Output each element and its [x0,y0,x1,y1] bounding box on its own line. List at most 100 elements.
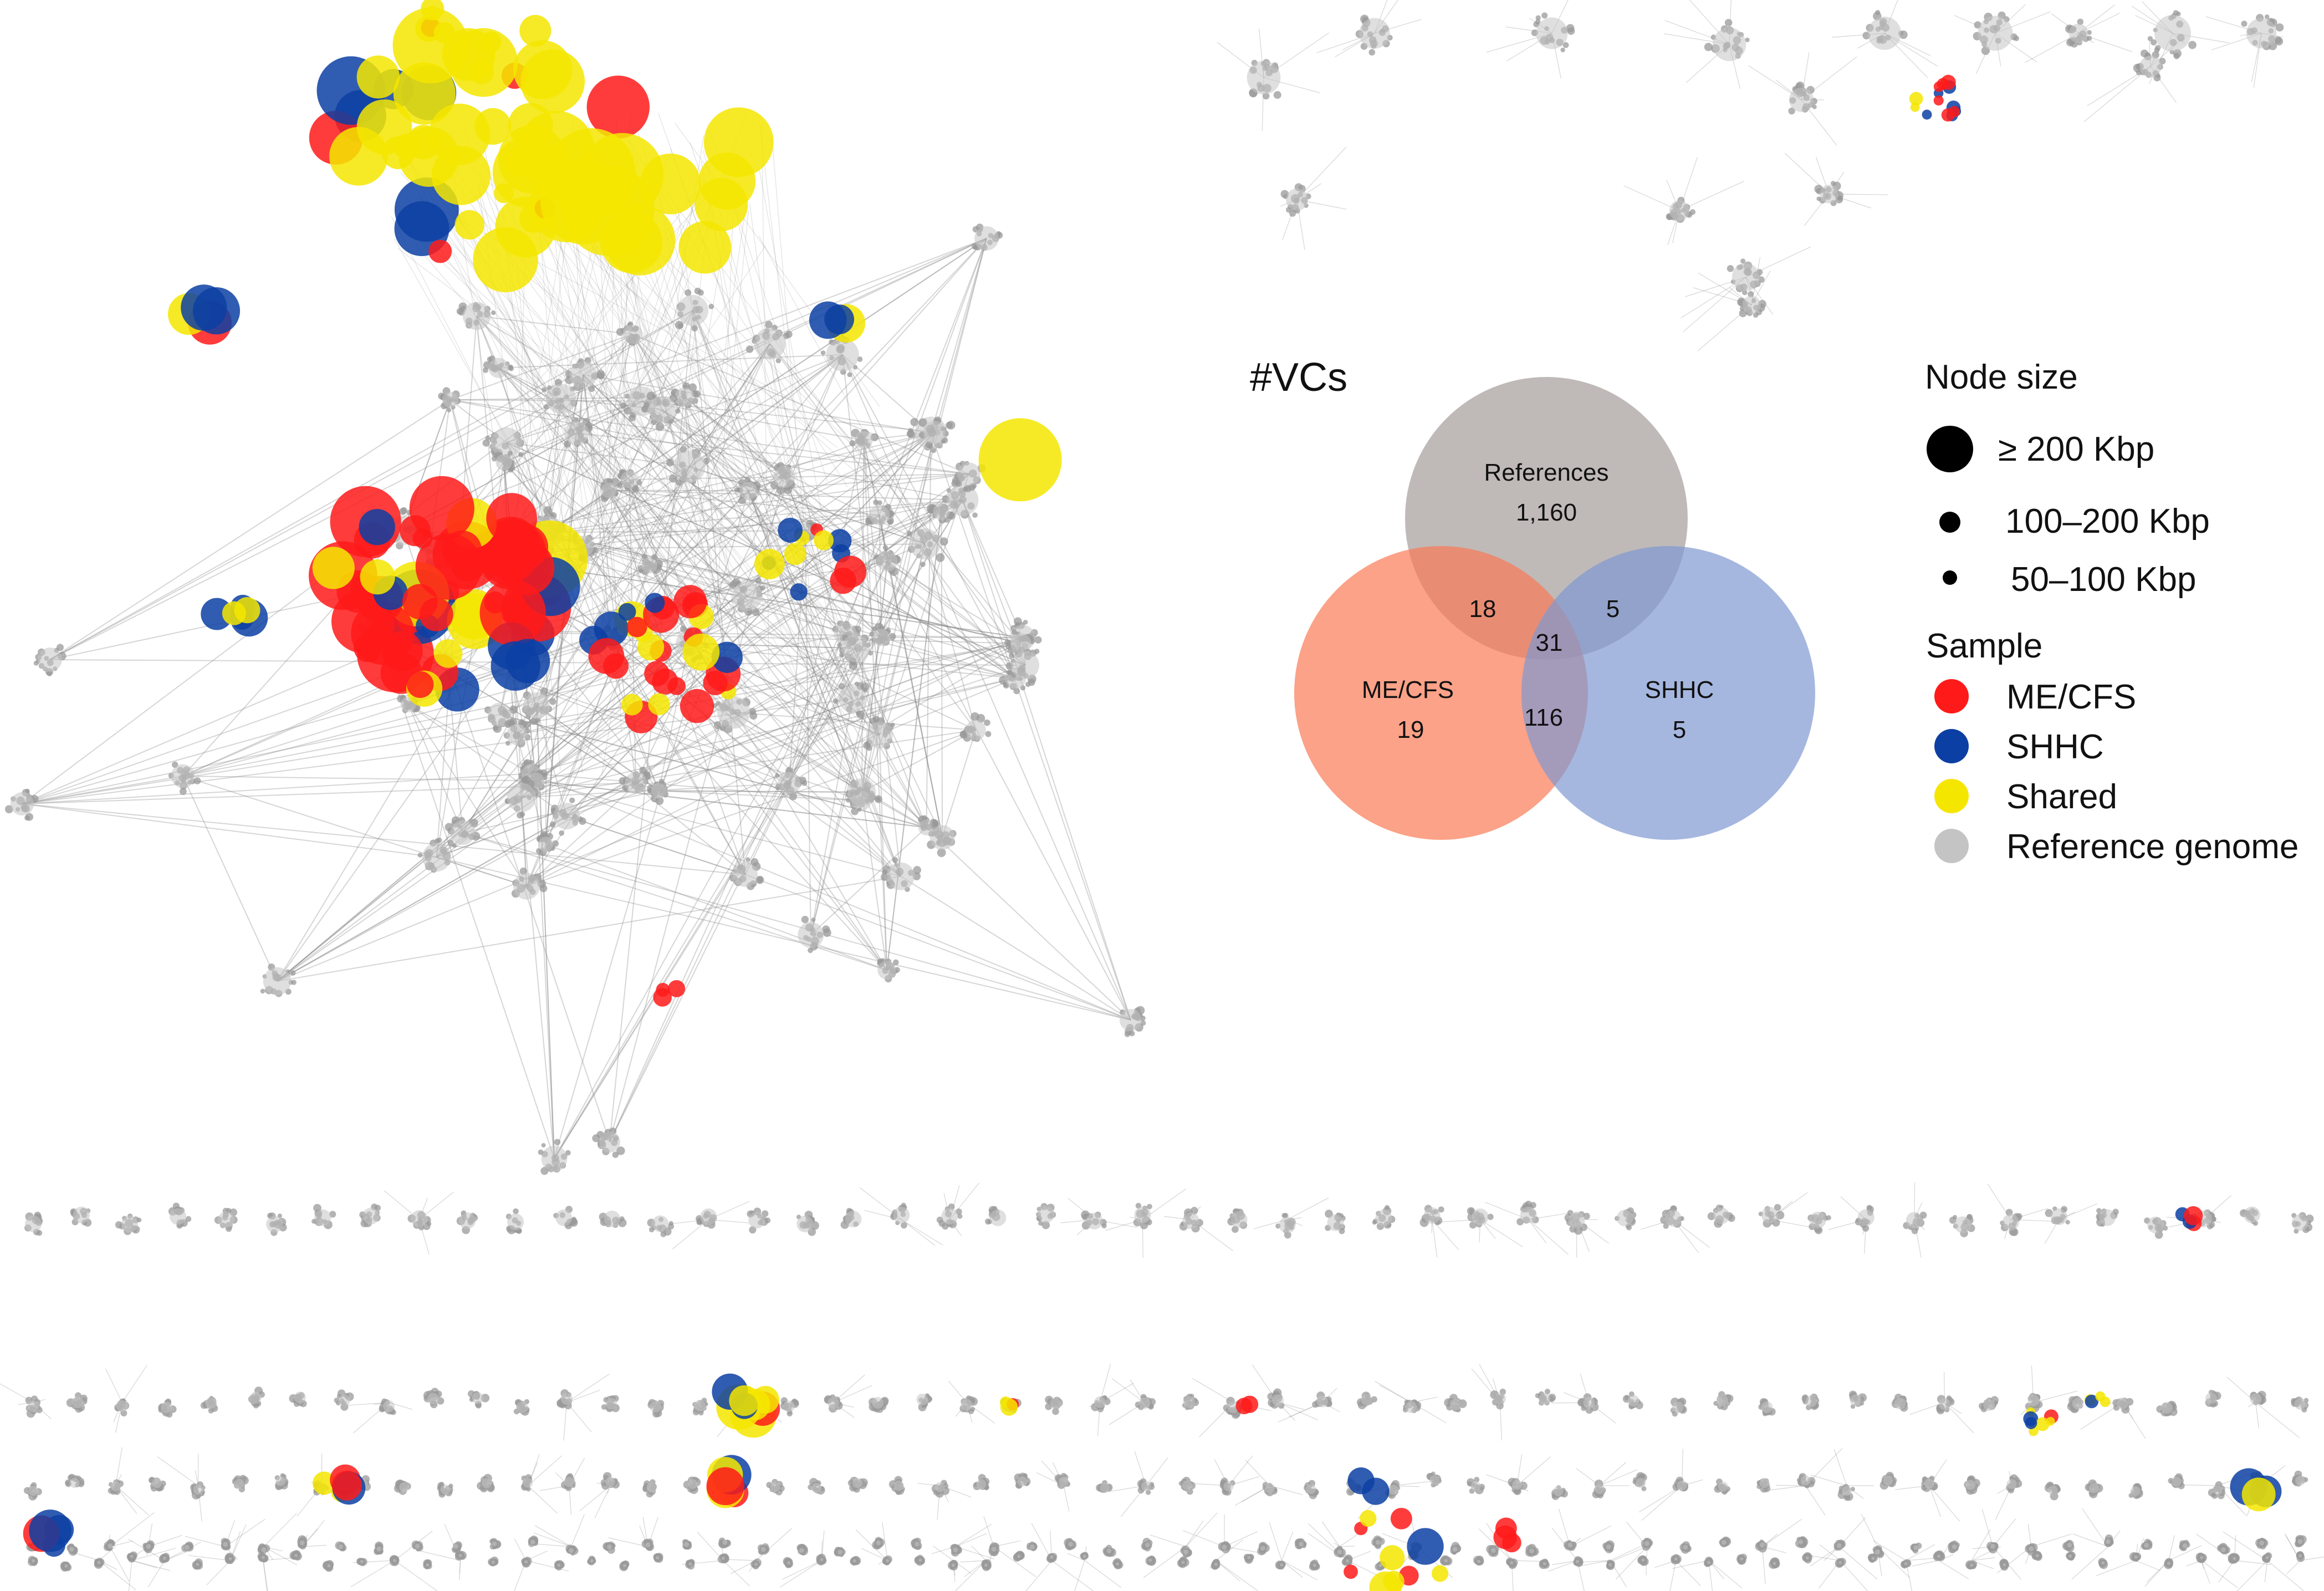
network-edge [157,1456,198,1486]
network-edge [1215,1560,1258,1591]
network-edge [2072,1533,2108,1547]
network-edge [1339,1546,1355,1547]
network-node [399,1482,410,1492]
network-node [435,838,440,844]
network-node [314,1209,331,1226]
network-node [1875,10,1881,16]
network-edge [851,698,927,828]
network-node [121,1216,139,1233]
network-edge [563,1402,567,1441]
network-edge [1819,1544,1841,1561]
network-node [1727,265,1734,272]
network-edge [526,637,1023,887]
network-edge [863,440,882,638]
network-edge [689,466,926,545]
network-node [193,777,201,784]
network-edge [641,400,882,638]
network-node [675,408,681,414]
network-node [856,710,865,719]
network-node [839,685,866,713]
network-edge [1432,1219,1438,1257]
network-node [811,917,816,922]
network-edge [901,1219,936,1246]
network-node [700,1208,717,1225]
network-node [513,873,540,900]
network-edge [1708,1560,1743,1589]
network-node [1368,49,1376,56]
network-edge [462,343,770,833]
network-node [1316,1395,1329,1408]
network-edge [622,238,815,558]
network-edge [503,461,853,700]
network-edge [725,166,833,633]
network-edge [498,367,610,491]
network-node [641,406,648,412]
network-node [1183,1396,1195,1408]
network-node [1183,1549,1189,1555]
network-node [837,642,842,648]
network-node [1005,662,1014,670]
network-edge [2218,1560,2235,1583]
network-edge [733,712,976,731]
network-node [517,812,524,819]
network-node [722,1540,728,1546]
network-edge [2236,1560,2268,1591]
network-node [508,366,514,371]
network-node [521,762,527,768]
network-edge [436,637,1023,858]
network-edge [810,637,882,935]
network-node [1567,1542,1573,1548]
network-edge [545,215,738,628]
network-node [2151,39,2157,46]
network-node [1990,1543,1995,1549]
network-node [660,1231,667,1237]
network-node [116,1400,128,1412]
network-node [218,1211,235,1228]
network-node [184,1544,190,1550]
network-node [592,1134,600,1143]
network-edge [1912,1560,1939,1567]
network-edge [436,238,987,858]
network-node [234,1478,244,1489]
network-edge [22,803,437,858]
network-edge [1805,1485,1826,1516]
network-node [488,702,512,727]
network-edge [277,815,567,982]
network-edge [263,1560,268,1591]
network-node [1874,1549,1880,1555]
network-node [1472,1208,1489,1226]
network-edge [506,238,987,443]
network-node [985,731,992,737]
network-edge [648,343,770,566]
network-node [1014,617,1022,626]
network-node [2246,18,2277,49]
network-edge [608,490,650,566]
network-node [605,1477,616,1487]
network-edge [2168,1535,2175,1561]
network-edge [1610,1546,1647,1562]
network-edge [263,1557,295,1561]
network-node [146,1544,151,1549]
network-edge [1051,1560,1094,1591]
network-node [838,683,845,690]
network-node [1405,1401,1417,1413]
network-edge [566,431,935,817]
network-node [33,660,39,666]
network-node [752,608,760,616]
network-node [604,1210,621,1227]
network-edge [110,1546,130,1582]
network-node [1952,1544,1957,1549]
network-node [881,873,888,881]
network-node [1375,1210,1392,1227]
network-edge [131,1560,171,1571]
network-node [2292,1214,2308,1231]
network-node [1029,1544,1035,1550]
network-node [918,418,927,427]
network-node [877,961,896,980]
network-node [507,783,537,812]
network-edge [689,343,770,467]
network-node [518,452,524,457]
network-edge [1393,1481,1433,1486]
network-node [2205,1392,2218,1404]
network-edge [930,432,1131,1021]
